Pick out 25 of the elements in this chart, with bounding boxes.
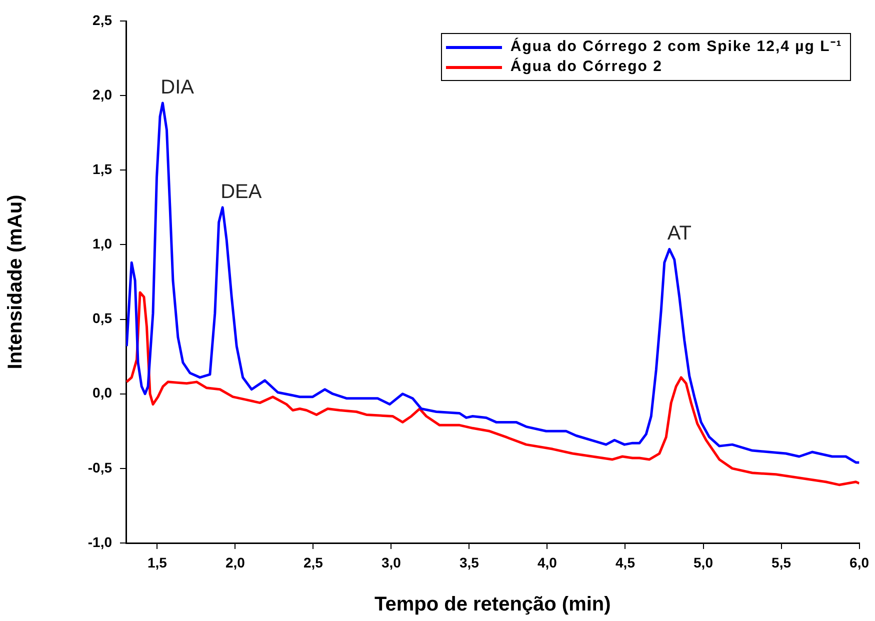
y-axis-title: Intensidade (mAu) xyxy=(4,194,27,370)
y-tick-label: 0,0 xyxy=(92,384,112,401)
x-axis-title: Tempo de retenção (min) xyxy=(374,594,611,616)
y-tick-label: 2,5 xyxy=(92,12,112,28)
x-tick-label: 4,5 xyxy=(616,554,636,570)
x-tick-label: 3,0 xyxy=(381,554,402,570)
y-tick-label: 1,5 xyxy=(92,161,112,177)
legend-label: Água do Córrego 2 xyxy=(510,57,662,77)
y-tick-label: 0,5 xyxy=(92,310,112,326)
y-tick-label: 2,0 xyxy=(92,86,112,102)
x-tick-label: 6,0 xyxy=(850,554,870,570)
x-tick-label: 1,5 xyxy=(147,554,168,570)
legend-label: Água do Córrego 2 com Spike 12,4 µg L⁻¹ xyxy=(510,37,842,57)
y-tick-label: -1,0 xyxy=(88,534,112,550)
y-tick-label: 1,0 xyxy=(92,236,112,252)
annotation: DEA xyxy=(220,180,262,203)
x-tick-label: 4,0 xyxy=(538,554,558,570)
x-tick-label: 2,0 xyxy=(225,554,246,570)
y-tick-label: -0,5 xyxy=(88,459,112,476)
x-tick-label: 2,5 xyxy=(303,554,324,570)
annotation: DIA xyxy=(160,76,195,99)
x-tick-label: 3,5 xyxy=(460,554,480,570)
x-tick-label: 5,5 xyxy=(772,554,792,570)
annotation: AT xyxy=(667,222,692,245)
x-tick-label: 5,0 xyxy=(694,554,714,570)
